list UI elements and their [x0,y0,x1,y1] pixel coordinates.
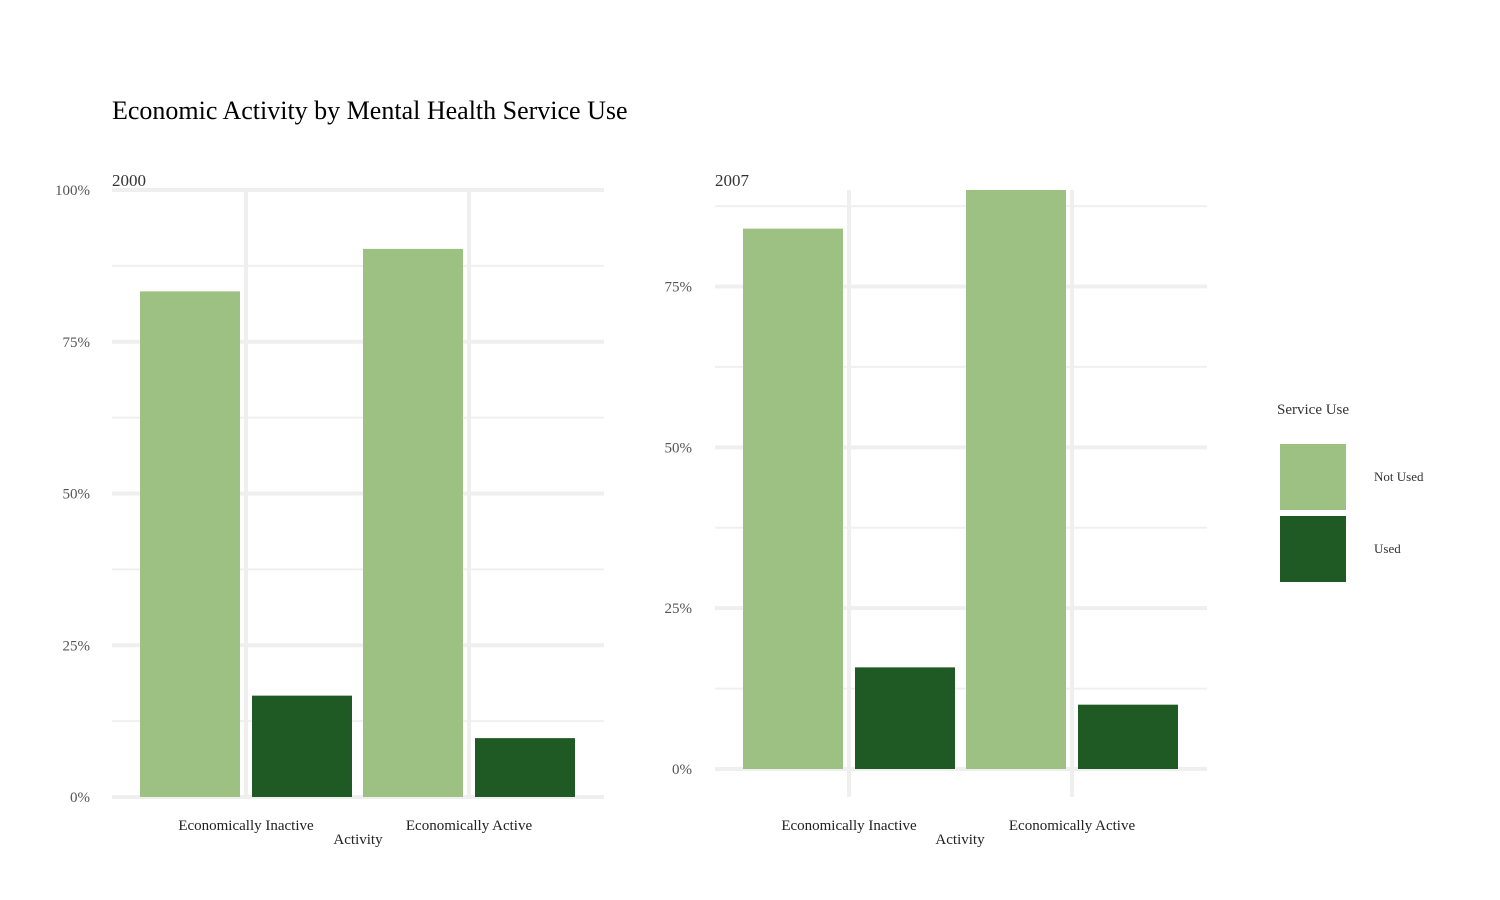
y-tick-label: 75% [665,280,693,296]
panel-2000: 0% 25% 50% 75% 100% Economically Inactive Econ… [55,171,604,848]
bar-used-economically-inactive [252,695,352,797]
y-tick-label: 25% [63,638,91,654]
y-tick-label: 0% [672,762,692,778]
legend-swatch-not-used [1280,444,1346,510]
bar-not-used-economically-inactive [743,228,843,770]
x-axis-title: Activity [333,832,383,848]
y-tick-label: 50% [665,440,693,456]
panel-2007: 0% 25% 50% 75% Economically Inactive Economic… [665,171,1207,848]
x-axis-title: Activity [935,832,985,848]
bar-used-economically-active [1078,704,1178,769]
y-tick-label: 25% [665,601,693,617]
y-tick-label: 100% [55,183,90,199]
legend-title: Service Use [1277,402,1349,418]
y-tick-label: 50% [63,487,91,503]
panel-title: 2000 [112,171,146,190]
x-tick-label: Economically Inactive [781,818,917,834]
legend-label-used: Used [1374,541,1401,556]
legend: Service Use Not Used Used [1277,402,1424,582]
bar-not-used-economically-active [363,248,463,797]
x-tick-label: Economically Inactive [178,818,314,834]
y-tick-label: 0% [70,790,90,806]
bar-not-used-economically-active [966,190,1066,769]
legend-label-not-used: Not Used [1374,469,1424,484]
x-tick-label: Economically Active [1009,818,1136,834]
legend-swatch-used [1280,516,1346,582]
chart-title: Economic Activity by Mental Health Servi… [112,96,628,125]
bar-used-economically-inactive [855,667,955,769]
bar-not-used-economically-inactive [140,291,240,797]
x-tick-label: Economically Active [406,818,533,834]
y-tick-label: 75% [63,335,91,351]
panel-title: 2007 [715,171,750,190]
bar-used-economically-active [475,738,575,797]
